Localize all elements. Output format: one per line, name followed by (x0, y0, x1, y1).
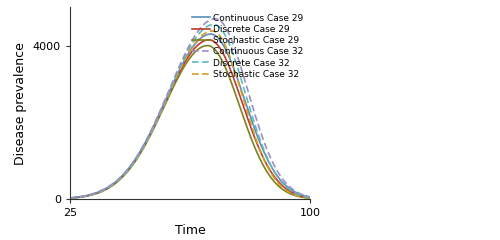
Y-axis label: Disease prevalence: Disease prevalence (14, 42, 28, 165)
X-axis label: Time: Time (174, 224, 206, 237)
Legend: Continuous Case 29, Discrete Case 29, Stochastic Case 29, Continuous Case 32, Di: Continuous Case 29, Discrete Case 29, St… (190, 12, 306, 81)
